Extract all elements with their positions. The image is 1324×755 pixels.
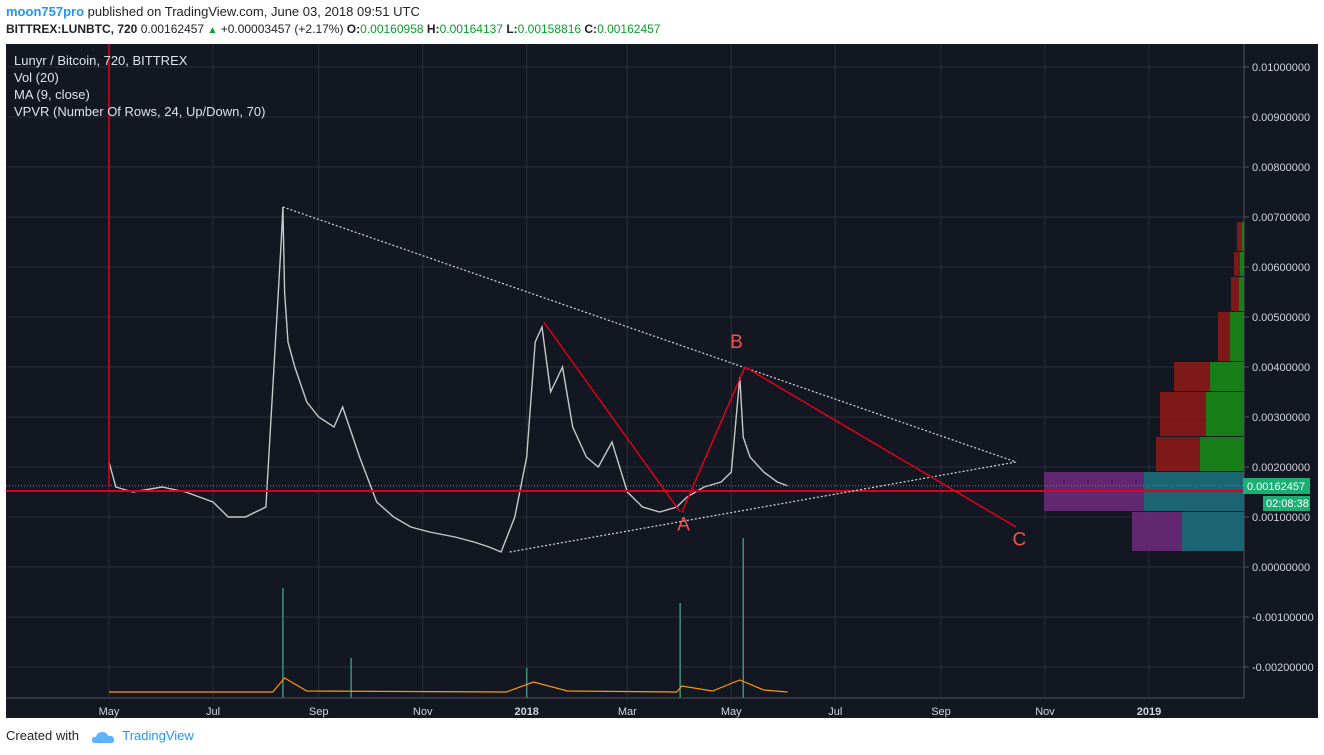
x-tick-label: May: [99, 706, 120, 718]
wave-line[interactable]: [543, 321, 681, 513]
price-axis[interactable]: 0.01000000 0.00900000 0.00800000 0.00700000…: [1243, 44, 1318, 718]
legend-ma: MA (9, close): [14, 87, 90, 102]
chart-legend: Lunyr / Bitcoin, 720, BITTREX Vol (20) M…: [14, 53, 265, 119]
low-label: L:: [506, 22, 518, 36]
x-tick-label: Nov: [413, 706, 433, 718]
time-axis[interactable]: May Jul Sep Nov 2018 Mar May Jul Sep Nov 2019: [6, 697, 1318, 718]
vpvr-up-bar: [1210, 362, 1244, 391]
price-axis-band: [1244, 44, 1318, 718]
vpvr-down-bar: [1160, 392, 1206, 436]
x-tick-label: Nov: [1035, 706, 1055, 718]
vpvr-down-bar: [1156, 437, 1200, 471]
high-label: H:: [426, 22, 440, 36]
price-chart[interactable]: A B C 0.01000000 0.00900000 0.00800000 0.0070…: [6, 44, 1318, 718]
y-tick-label: 0.00100000: [1252, 512, 1310, 524]
y-tick-label: 0.00200000: [1252, 462, 1310, 474]
countdown-badge: 02:08:38: [1263, 496, 1310, 511]
vpvr-up-bar: [1239, 277, 1244, 311]
y-tick-label: 0.00300000: [1252, 412, 1310, 424]
vpvr-down-bar: [1231, 277, 1239, 311]
vpvr-down-bar: [1234, 252, 1240, 276]
y-tick-label: -0.00200000: [1252, 662, 1314, 674]
countdown-value: 02:08:38: [1266, 498, 1309, 510]
x-tick-label: Jul: [206, 706, 220, 718]
vpvr-up-bar: [1230, 312, 1244, 361]
wave-line[interactable]: [681, 366, 746, 513]
ohlc-line: BITTREX:LUNBTC, 720 0.00162457 ▲ +0.0000…: [6, 22, 660, 36]
vpvr-down-bar: [1132, 512, 1182, 551]
created-with-label: Created with: [6, 728, 79, 743]
triangle-pattern-line[interactable]: [282, 206, 1017, 463]
publish-info: moon757pro published on TradingView.com,…: [6, 4, 420, 19]
close-value: 0.00162457: [597, 22, 661, 36]
x-tick-label: Jul: [828, 706, 842, 718]
price-change: +0.00003457 (+2.17%): [220, 22, 344, 36]
chart-grid: [6, 44, 1244, 698]
chart-footer: Created with TradingView: [6, 728, 194, 744]
wave-line[interactable]: [744, 366, 1017, 528]
x-tick-label: Mar: [618, 706, 637, 718]
chart-background: [6, 44, 1318, 718]
open-value: 0.00160958: [360, 22, 424, 36]
volume-bars: [109, 538, 788, 698]
y-tick-label: 0.01000000: [1252, 62, 1310, 74]
open-label: O:: [346, 22, 361, 36]
y-tick-label: 0.00900000: [1252, 112, 1310, 124]
low-value: 0.00158816: [517, 22, 582, 36]
vpvr-up-bar: [1242, 222, 1244, 251]
drawing-overlays: A B C: [6, 44, 1244, 553]
legend-volume: Vol (20): [14, 70, 59, 85]
tradingview-link[interactable]: TradingView: [122, 728, 194, 743]
y-tick-label: 0.00600000: [1252, 262, 1310, 274]
current-price-badge: 0.00162457: [1243, 478, 1310, 494]
wave-label-c: C: [1013, 530, 1027, 551]
vpvr-down-bar: [1218, 312, 1230, 361]
vpvr-down-bar: [1237, 222, 1242, 251]
time-axis-band: [6, 698, 1318, 718]
vpvr-up-bar: [1182, 512, 1244, 551]
legend-vpvr: VPVR (Number Of Rows, 24, Up/Down, 70): [14, 104, 265, 119]
y-tick-label: -0.00100000: [1252, 612, 1314, 624]
wave-label-a: A: [677, 515, 690, 536]
vpvr-down-bar: [1174, 362, 1210, 391]
x-tick-label: 2019: [1137, 706, 1161, 718]
y-tick-label: 0.00700000: [1252, 212, 1310, 224]
last-price: 0.00162457: [140, 22, 205, 36]
wave-label-b: B: [730, 332, 743, 353]
up-arrow-icon: ▲: [207, 25, 218, 36]
y-tick-label: 0.00500000: [1252, 312, 1310, 324]
x-tick-label: May: [721, 706, 742, 718]
chart-header: moon757pro published on TradingView.com,…: [0, 0, 1324, 44]
author-name[interactable]: moon757pro: [6, 4, 85, 19]
close-label: C:: [584, 22, 598, 36]
publish-date: published on TradingView.com, June 03, 2…: [87, 4, 420, 19]
vpvr-up-bar: [1206, 392, 1244, 436]
x-tick-label: Sep: [931, 706, 951, 718]
y-tick-label: 0.00400000: [1252, 362, 1310, 374]
tradingview-cloud-icon: [91, 731, 114, 743]
vpvr-profile: [1044, 222, 1244, 551]
x-tick-label: 2018: [514, 706, 538, 718]
y-tick-label: 0.00000000: [1252, 562, 1310, 574]
current-price-value: 0.00162457: [1247, 481, 1305, 493]
volume-ma-line: [109, 677, 788, 693]
symbol-label: BITTREX:LUNBTC, 720: [6, 22, 138, 36]
legend-title: Lunyr / Bitcoin, 720, BITTREX: [14, 53, 188, 68]
vpvr-up-bar: [1200, 437, 1244, 471]
x-tick-label: Sep: [309, 706, 329, 718]
high-value: 0.00164137: [439, 22, 503, 36]
y-tick-label: 0.00800000: [1252, 162, 1310, 174]
vpvr-up-bar: [1240, 252, 1244, 276]
